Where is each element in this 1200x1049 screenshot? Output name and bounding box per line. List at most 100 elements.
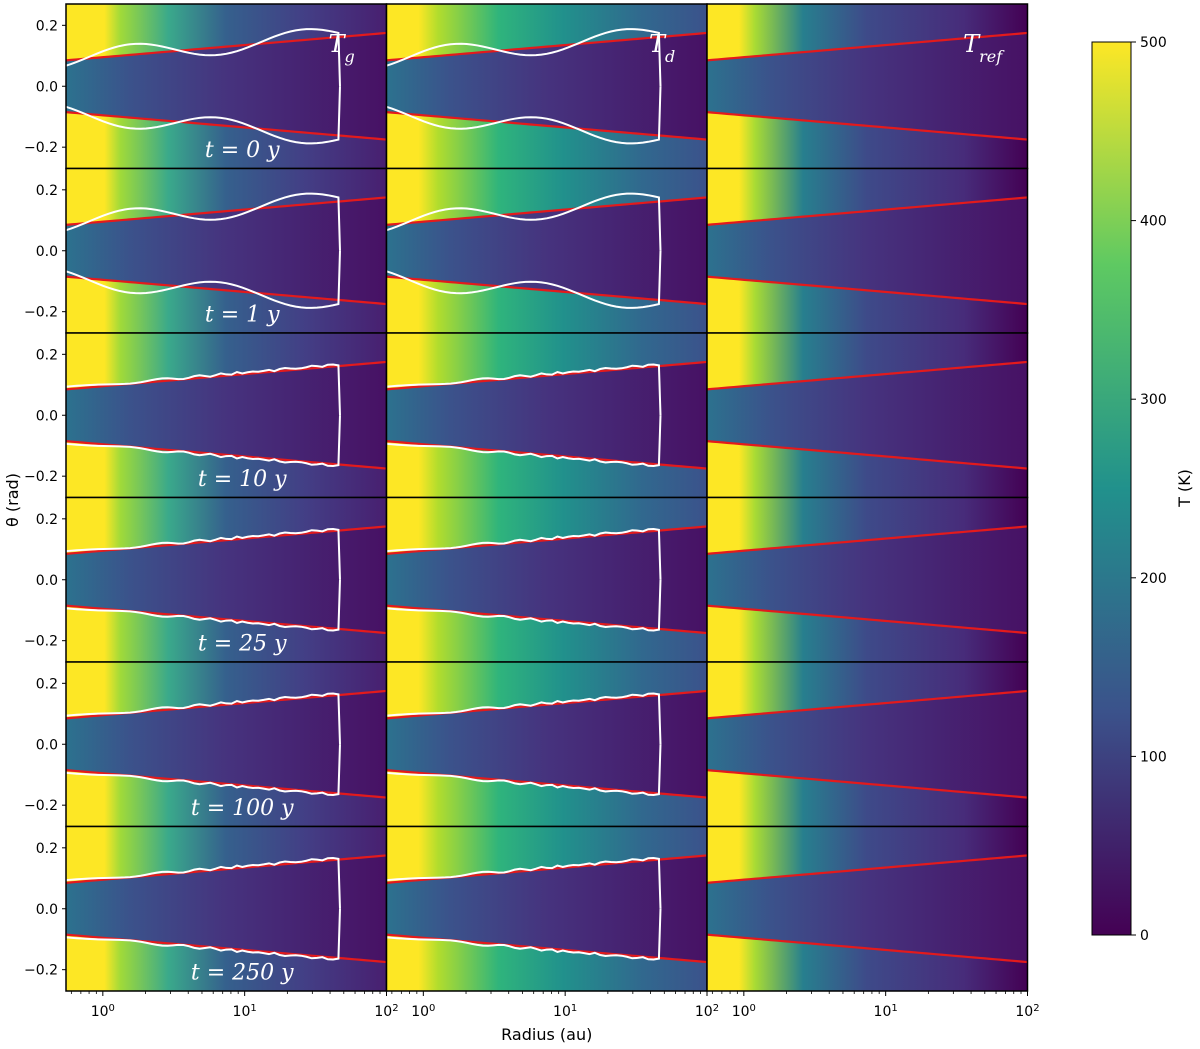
panel-3-3: [706, 332, 1029, 499]
warm-region-lower: [707, 605, 1028, 662]
warm-region-upper: [66, 497, 387, 554]
surface-line-lower: [386, 111, 708, 141]
white-contour-lower: [65, 415, 341, 467]
y-tick-label: 0.2: [36, 18, 58, 34]
y-tick-label: 0.2: [36, 841, 58, 857]
warm-region-lower: [66, 934, 387, 991]
x-tick-label: 100: [411, 1003, 435, 1021]
y-tick-label: −0.2: [24, 305, 58, 321]
surface-line-lower: [706, 604, 1028, 635]
panel-5-2: [385, 661, 708, 828]
y-tick-label: −0.2: [24, 469, 58, 485]
time-label: t = 25 y: [198, 631, 287, 656]
x-tick-label: 101: [874, 1003, 898, 1021]
surface-line-lower: [65, 275, 387, 306]
x-tick-label: 101: [233, 1003, 257, 1021]
surface-line-upper: [386, 196, 708, 226]
surface-line-lower: [706, 440, 1028, 470]
time-label: t = 0 y: [205, 138, 280, 163]
panel-6-2: [385, 825, 708, 992]
y-tick-label: 0.0: [36, 902, 58, 918]
panel-2-2: [385, 167, 708, 334]
panel-3-2: [385, 332, 708, 499]
white-contour-upper: [386, 28, 662, 87]
x-tick-label: 102: [374, 1003, 398, 1021]
white-contour-upper: [65, 857, 341, 909]
warm-region-lower: [707, 112, 1028, 169]
y-tick-label: −0.2: [24, 140, 58, 156]
surface-line-upper: [386, 31, 708, 62]
white-contour-lower: [65, 86, 341, 145]
surface-line-lower: [706, 275, 1028, 306]
x-tick-label: 100: [91, 1003, 115, 1021]
panel-1-3: [706, 3, 1029, 170]
white-contour-upper: [65, 28, 341, 87]
white-contour-upper: [65, 692, 341, 745]
y-tick-label: 0.0: [36, 737, 58, 753]
warm-region-upper: [707, 826, 1028, 883]
white-contour-upper: [386, 857, 662, 909]
surface-line-lower: [706, 933, 1028, 964]
warm-region-lower: [707, 934, 1028, 991]
y-tick-label: −0.2: [24, 798, 58, 814]
time-label: t = 100 y: [191, 796, 294, 821]
warm-region-lower: [707, 276, 1028, 333]
warm-region-lower: [386, 934, 707, 991]
white-contour-upper: [65, 363, 341, 416]
panel-grid: [65, 3, 1029, 992]
warm-region-upper: [386, 168, 707, 225]
surface-line-upper: [706, 689, 1028, 720]
y-tick-label: −0.2: [24, 963, 58, 979]
time-label: t = 1 y: [205, 302, 280, 327]
surface-line-lower: [386, 275, 708, 306]
white-contour-upper: [65, 192, 341, 251]
x-tick-label: 101: [553, 1003, 577, 1021]
colorbar-tick-label: 300: [1140, 392, 1167, 408]
warm-region-upper: [707, 497, 1028, 554]
axes: t = 0 y 0.2 0.0 −0.2 t = 1 y 0.2 0.0 −0.2 t = 10…: [3, 18, 1040, 1044]
white-contour-lower: [386, 579, 662, 632]
warm-region-upper: [386, 4, 707, 61]
y-tick-label: 0.2: [36, 183, 58, 199]
white-contour-upper: [386, 363, 662, 416]
x-axis-label: Radius (au): [501, 1025, 592, 1044]
surface-line-upper: [706, 196, 1028, 226]
warm-region-upper: [66, 168, 387, 225]
warm-region-lower: [66, 276, 387, 333]
x-tick-label: 102: [1015, 1003, 1039, 1021]
white-contour-lower: [65, 579, 341, 632]
surface-line-upper: [706, 31, 1028, 62]
warm-region-upper: [66, 662, 387, 719]
warm-region-upper: [707, 4, 1028, 61]
warm-region-lower: [66, 441, 387, 498]
warm-region-lower: [707, 770, 1028, 827]
x-tick-label: 102: [695, 1003, 719, 1021]
surface-line-lower: [706, 769, 1028, 799]
colorbar-label: T (K): [1175, 469, 1194, 508]
surface-line-lower: [65, 111, 387, 141]
white-contour-lower: [386, 415, 662, 467]
panel-4-2: [385, 496, 708, 663]
white-contour-lower: [386, 908, 662, 961]
panel-4-3: [706, 496, 1029, 663]
y-tick-label: 0.2: [36, 347, 58, 363]
panel-5-3: [706, 661, 1029, 828]
panel-6-3: [706, 825, 1029, 992]
warm-region-lower: [386, 605, 707, 662]
warm-region-lower: [386, 276, 707, 333]
warm-region-lower: [66, 770, 387, 827]
surface-line-lower: [706, 111, 1028, 141]
white-contour-lower: [386, 250, 662, 309]
y-tick-label: 0.0: [36, 244, 58, 260]
warm-region-upper: [386, 662, 707, 719]
surface-line-upper: [706, 360, 1028, 391]
warm-region-upper: [66, 333, 387, 390]
white-contour-lower: [386, 744, 662, 796]
warm-region-lower: [386, 441, 707, 498]
colorbar-tick-label: 200: [1140, 571, 1167, 587]
white-contour-lower: [65, 744, 341, 796]
colorbar-tick-label: 400: [1140, 214, 1167, 230]
warm-region-lower: [386, 112, 707, 169]
time-label: t = 10 y: [198, 467, 287, 492]
